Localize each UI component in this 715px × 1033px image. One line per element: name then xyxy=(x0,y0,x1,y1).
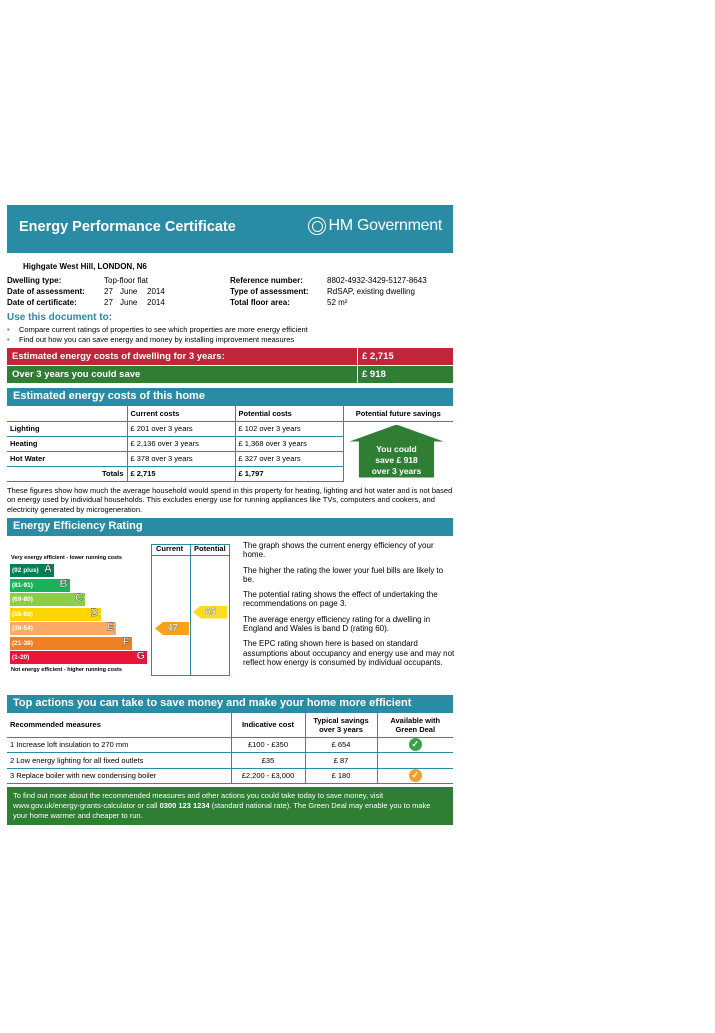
certificate-day: 27 xyxy=(104,298,113,307)
energy-rating-area: Current Potential Very energy efficient … xyxy=(7,541,455,689)
rating-band-letter: G xyxy=(136,650,145,662)
rating-band-range: (1-20) xyxy=(12,654,30,661)
bottom-note: Not energy efficient - higher running co… xyxy=(11,667,122,673)
footer-note: To find out more about the recommended m… xyxy=(7,787,453,825)
use-document-bullets: • Compare current ratings of properties t… xyxy=(7,325,453,345)
assessment-day: 27 xyxy=(104,287,113,296)
dwelling-type-value: Top-floor flat xyxy=(104,276,149,285)
rating-band-c: (69-80) C xyxy=(10,592,85,606)
check-icon: ✓ xyxy=(408,769,422,783)
rating-band-range: (39-54) xyxy=(12,625,33,632)
rating-band-e: (39-54) E xyxy=(10,621,116,635)
rating-band-letter: B xyxy=(59,577,68,590)
rating-band-a: (92 plus) A xyxy=(10,563,54,577)
costs-section-title: Estimated energy costs of this home xyxy=(7,388,453,406)
certificate-header: Energy Performance Certificate HM Govern… xyxy=(7,205,453,253)
could-save-value: £ 918 xyxy=(357,366,453,383)
rating-band-letter: A xyxy=(44,563,52,575)
top-note: Very energy efficient - lower running co… xyxy=(11,555,122,561)
certificate-year: 2014 xyxy=(147,298,165,307)
could-save-label: Over 3 years you could save xyxy=(12,369,141,380)
actions-section-title: Top actions you can take to save money a… xyxy=(7,695,453,713)
current-column-header: Current xyxy=(156,544,184,553)
table-row: Lighting £ 201 over 3 years £ 102 over 3… xyxy=(7,421,453,481)
rating-band-b: (81-91) B xyxy=(10,577,70,592)
rating-columns: Current Potential xyxy=(151,544,230,676)
rating-band-g: (1-20) G xyxy=(10,650,147,664)
certificate-date-label: Date of certificate: xyxy=(7,298,77,307)
assessment-date-label: Date of assessment: xyxy=(7,287,85,296)
table-row: 2 Low energy lighting for all fixed outl… xyxy=(7,752,453,769)
dwelling-type-label: Dwelling type: xyxy=(7,276,62,285)
totals-row: Totals £ 2,715 £ 1,797 xyxy=(7,466,453,482)
rating-band-range: (92 plus) xyxy=(12,567,39,574)
potential-costs-header: Potential costs xyxy=(234,406,343,422)
crest-icon xyxy=(307,217,326,235)
rating-section-title: Energy Efficiency Rating xyxy=(7,518,453,536)
actions-header-row: Recommended measures Indicative cost Typ… xyxy=(7,713,453,738)
current-rating-arrow: 47 xyxy=(155,622,189,635)
hm-government-label: HM Government xyxy=(328,217,443,234)
current-costs-header: Current costs xyxy=(126,406,235,422)
costs-table: Current costs Potential costs Potential … xyxy=(7,406,453,482)
savings-house: You could save £ 918 over 3 years xyxy=(342,421,453,481)
rating-band-letter: E xyxy=(106,621,114,633)
rating-band-range: (69-80) xyxy=(12,596,33,603)
hm-government-logo: HM Government xyxy=(307,217,443,235)
actions-table: Recommended measures Indicative cost Typ… xyxy=(7,713,453,784)
assessment-month: June xyxy=(120,287,138,296)
certificate-title: Energy Performance Certificate xyxy=(19,219,236,235)
rating-band-d: (55-68) D xyxy=(10,606,101,621)
savings-house-text: You could save £ 918 over 3 years xyxy=(371,443,422,476)
property-address: Highgate West Hill, LONDON, N6 xyxy=(23,262,147,271)
potential-column-header: Potential xyxy=(194,544,226,553)
rating-band-letter: F xyxy=(122,635,130,648)
costs-header-row: Current costs Potential costs Potential … xyxy=(7,406,453,422)
property-info: Highgate West Hill, LONDON, N6 Dwelling … xyxy=(7,262,453,312)
rating-band-letter: D xyxy=(90,606,99,619)
estimated-costs-bar: Estimated energy costs of dwelling for 3… xyxy=(7,348,453,365)
reference-label: Reference number: xyxy=(230,276,303,285)
table-row: 3 Replace boiler with new condensing boi… xyxy=(7,768,453,784)
potential-rating-arrow: 65 xyxy=(193,605,227,619)
epc-document: Energy Performance Certificate HM Govern… xyxy=(7,205,455,825)
costs-note: These figures show how much the average … xyxy=(7,485,453,514)
future-savings-header: Potential future savings xyxy=(342,406,453,422)
assessment-type-label: Type of assessment: xyxy=(230,287,309,296)
table-row: 1 Increase loft insulation to 270 mm £10… xyxy=(7,737,453,753)
rating-band-range: (21-38) xyxy=(12,639,33,647)
rating-band-range: (81-91) xyxy=(12,581,33,589)
floor-area-value: 52 m² xyxy=(327,298,348,307)
table-row: Heating £ 2,136 over 3 years £ 1,368 ove… xyxy=(7,436,453,452)
reference-value: 8802-4932-3429-5127-8643 xyxy=(327,276,427,285)
estimated-costs-label: Estimated energy costs of dwelling for 3… xyxy=(12,351,225,362)
energy-rating-chart: Current Potential Very energy efficient … xyxy=(7,541,230,677)
assessment-type-value: RdSAP, existing dwelling xyxy=(327,287,415,296)
bullet-item: • Find out how you can save energy and mo… xyxy=(7,335,295,344)
estimated-costs-value: £ 2,715 xyxy=(357,348,453,365)
rating-band-letter: C xyxy=(75,592,83,604)
rating-explanation: The graph shows the current energy effic… xyxy=(243,541,455,667)
could-save-bar: Over 3 years you could save £ 918 xyxy=(7,366,453,383)
rating-band-f: (21-38) F xyxy=(10,635,132,650)
table-row: Hot Water £ 378 over 3 years £ 327 over … xyxy=(7,451,453,467)
rating-band-range: (55-68) xyxy=(12,610,33,618)
bullet-item: • Compare current ratings of properties t… xyxy=(7,325,308,334)
assessment-year: 2014 xyxy=(147,287,165,296)
use-document-title: Use this document to: xyxy=(7,312,113,323)
floor-area-label: Total floor area: xyxy=(230,298,290,307)
check-icon: ✓ xyxy=(408,738,422,752)
certificate-month: June xyxy=(120,298,138,307)
